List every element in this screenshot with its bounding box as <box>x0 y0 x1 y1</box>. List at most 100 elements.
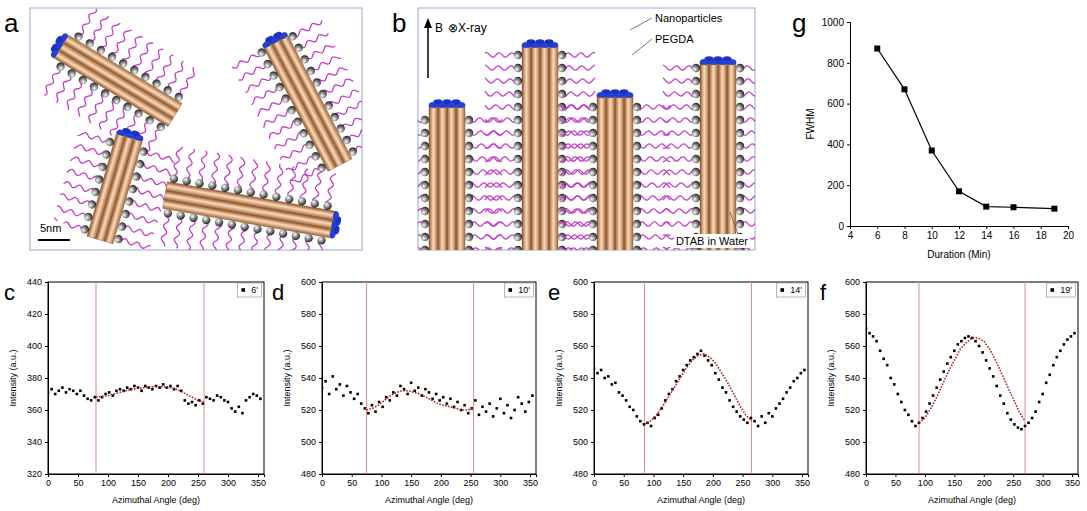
tick: 50 <box>73 474 83 488</box>
tick-label: 560 <box>845 341 860 351</box>
polymer-chain <box>312 171 322 201</box>
legend-swatch <box>241 288 245 292</box>
marker <box>1027 422 1030 425</box>
polymer-chain <box>743 105 755 110</box>
y-axis: 320340360380400420440 <box>27 277 49 479</box>
nanoparticle <box>633 168 641 176</box>
tick-label: 250 <box>736 478 751 488</box>
panel-label: f <box>820 280 827 305</box>
marker <box>212 399 215 402</box>
label-patch <box>433 20 445 36</box>
nanoparticle <box>292 116 303 127</box>
tick: 4 <box>848 226 854 241</box>
marker <box>248 396 251 399</box>
nanoparticle <box>55 61 67 73</box>
marker <box>184 399 187 402</box>
polymer-chain <box>77 131 107 144</box>
marker <box>611 383 614 386</box>
marker <box>874 46 880 52</box>
rod-end <box>606 92 615 97</box>
tick-label: 50 <box>347 478 357 488</box>
rod-end <box>522 42 531 47</box>
tick-mark <box>381 474 382 477</box>
marker <box>531 394 534 397</box>
tick-mark <box>683 474 684 477</box>
nanoparticle <box>421 168 429 176</box>
marker <box>1045 382 1048 385</box>
nanoparticle <box>173 91 185 103</box>
marker <box>424 388 427 391</box>
marker <box>399 385 402 388</box>
nanoparticle <box>558 207 566 215</box>
polymer-chain <box>743 170 755 176</box>
panel-d: 0501001502002503003504805005205405605806… <box>282 277 538 504</box>
tick-mark <box>932 226 933 229</box>
nanoparticle <box>155 121 167 133</box>
nanoparticle <box>465 155 473 163</box>
polymer-chain <box>186 220 196 250</box>
nanoparticle <box>589 246 597 250</box>
tick-mark <box>530 474 531 477</box>
tick-mark <box>138 474 139 477</box>
marker <box>1059 350 1062 353</box>
marker <box>72 390 75 393</box>
marker <box>478 414 481 417</box>
nanoparticle <box>195 178 205 188</box>
tick-label: 380 <box>27 373 42 383</box>
tick: 300 <box>493 474 508 488</box>
polymer-chain <box>97 101 117 129</box>
tick: 520 <box>301 405 322 415</box>
marker <box>985 359 988 362</box>
tick: 360 <box>27 405 48 415</box>
marker <box>76 393 79 396</box>
nanoparticle <box>558 90 566 98</box>
nanoparticle <box>323 201 333 211</box>
tick: 560 <box>573 341 594 351</box>
marker <box>94 396 97 399</box>
nanoparticle <box>305 65 316 76</box>
label: DTAB in Water <box>676 235 748 247</box>
nanoparticle <box>304 139 315 150</box>
marker <box>928 402 931 405</box>
marker <box>374 410 377 413</box>
tick-label: 350 <box>795 478 810 488</box>
polymer-chain <box>743 182 755 188</box>
polymer-chain <box>565 53 595 57</box>
nanoparticle <box>233 185 243 195</box>
series-line <box>96 387 204 402</box>
marker <box>746 422 749 425</box>
panel-c: 0501001502002503003503203403603804004204… <box>8 277 266 504</box>
rod <box>447 105 456 250</box>
tick-label: 0 <box>46 478 51 488</box>
nanoparticle <box>514 64 522 72</box>
polymer-chain <box>288 238 298 250</box>
marker <box>893 383 896 386</box>
plot-area <box>874 46 1057 212</box>
nanoparticle <box>692 220 700 228</box>
tick: 200 <box>161 474 176 488</box>
tick: 350 <box>251 474 266 488</box>
plot-area <box>594 282 806 474</box>
marker <box>618 391 621 394</box>
polymer-chain <box>248 159 259 190</box>
nanoparticle <box>284 194 294 204</box>
polymer-chain <box>663 222 693 226</box>
polymer-chain <box>231 52 260 70</box>
polymer-chain <box>56 206 86 219</box>
polymer-chain <box>124 225 154 238</box>
marker <box>757 425 760 428</box>
tick-label: 18 <box>1036 230 1048 241</box>
nanoparticle <box>633 116 641 124</box>
polymer-chain <box>223 227 234 250</box>
polymer-chain <box>743 144 755 148</box>
tick-label: 0 <box>320 478 325 488</box>
marker <box>1024 425 1027 428</box>
marker <box>104 393 107 396</box>
marker <box>650 425 653 428</box>
nanoparticle <box>98 162 108 172</box>
tick-mark <box>905 226 906 229</box>
tick: 12 <box>954 226 966 241</box>
tick-mark <box>847 63 850 64</box>
tick-mark <box>863 314 866 315</box>
tick-mark <box>959 226 960 229</box>
